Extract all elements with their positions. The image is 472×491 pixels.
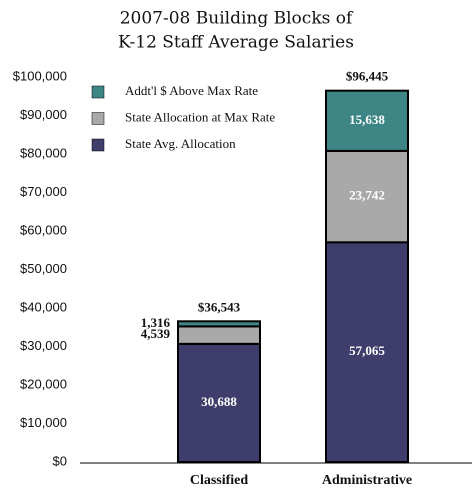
chart-title: 2007-08 Building Blocks of <box>120 9 354 29</box>
legend-swatch <box>91 112 105 125</box>
chart-title: K-12 Staff Average Salaries <box>118 33 354 53</box>
legend-label: State Allocation at Max Rate <box>125 109 275 124</box>
bar-segment <box>177 325 261 345</box>
bar-segment <box>325 149 409 244</box>
y-tick-label: $20,000 <box>20 376 67 391</box>
data-label: 4,539 <box>141 326 171 341</box>
y-tick-label: $0 <box>53 453 67 468</box>
x-tick-label: Administrative <box>322 473 412 488</box>
total-label: $36,543 <box>198 299 241 314</box>
bar-segment <box>177 320 261 328</box>
legend-label: Addt'l $ Above Max Rate <box>125 83 258 98</box>
legend-swatch <box>91 138 105 152</box>
y-tick-label: $40,000 <box>20 299 67 314</box>
data-label: 57,065 <box>349 343 385 358</box>
legend-label: State Avg. Allocation <box>125 136 236 151</box>
y-tick-label: $100,000 <box>13 68 67 83</box>
y-tick-label: $10,000 <box>20 415 67 430</box>
total-label: $96,445 <box>346 69 389 84</box>
y-tick-label: $50,000 <box>20 261 67 276</box>
bar-segment <box>177 342 261 463</box>
y-tick-label: $80,000 <box>20 145 67 160</box>
bar-segment <box>325 89 409 152</box>
x-tick-label: Classified <box>190 473 249 488</box>
y-tick-label: $70,000 <box>20 184 67 199</box>
legend-swatch <box>91 85 105 99</box>
y-tick-label: $60,000 <box>20 222 67 237</box>
bar-segment <box>325 241 409 463</box>
data-label: 30,688 <box>201 394 237 409</box>
y-tick-label: $30,000 <box>20 338 67 353</box>
data-label: 15,638 <box>349 112 385 127</box>
y-tick-label: $90,000 <box>20 107 67 122</box>
data-label: 23,742 <box>349 188 385 203</box>
data-label: 1,316 <box>141 315 171 330</box>
